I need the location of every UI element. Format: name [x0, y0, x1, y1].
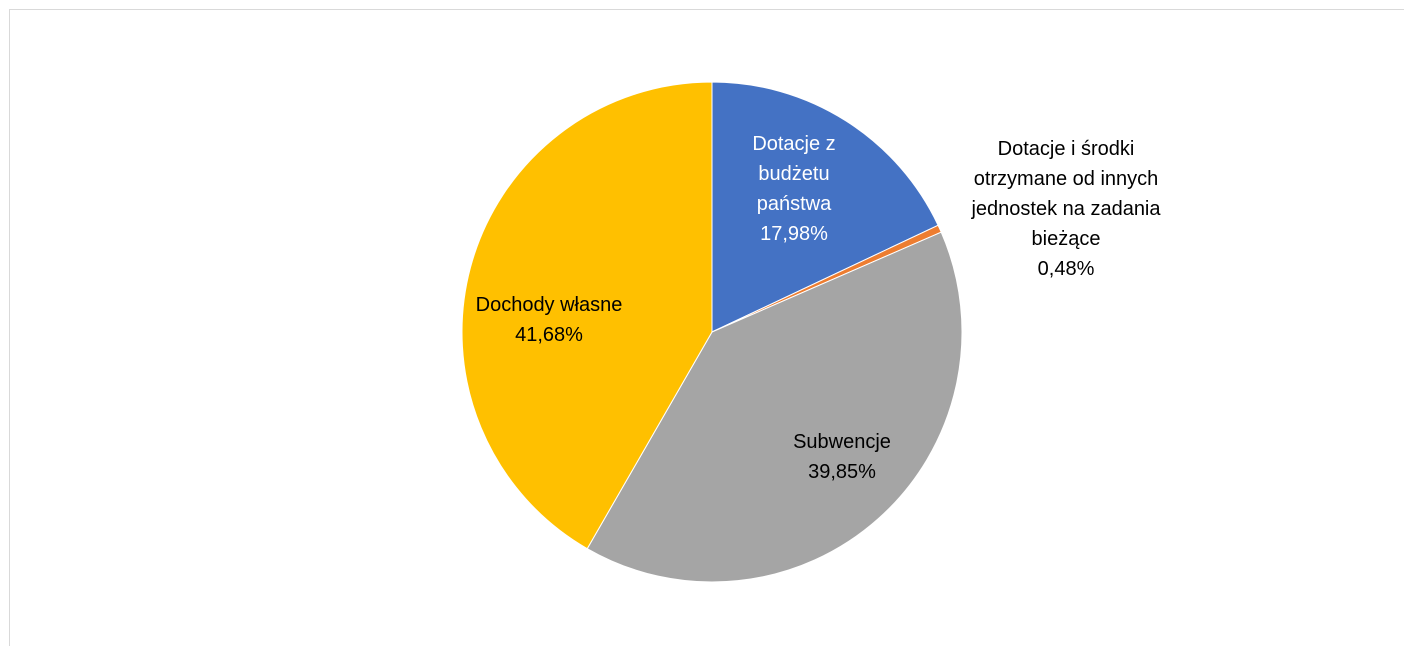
pie-slice-3 — [461, 81, 713, 550]
pie-slice-0 — [711, 81, 939, 333]
slice-name-line: budżetu — [758, 163, 829, 185]
slice-name-line: Dochody własne — [476, 294, 623, 316]
slice-value-label: 41,68% — [515, 324, 583, 346]
slice-value-label: 39,85% — [808, 461, 876, 483]
slice-name-line: otrzymane od innych — [974, 168, 1159, 190]
slice-label-1: Dotacje i środki otrzymane od innych jedno… — [970, 138, 1161, 280]
chart-area — [9, 9, 1404, 646]
slice-name-line: Subwencje — [793, 431, 891, 453]
slice-label-3: Dochody własne 41,68% — [476, 294, 623, 346]
slice-name-line: Dotacje z — [752, 133, 835, 155]
slice-name-line: jednostek na zadania — [970, 198, 1161, 220]
slice-value-label: 17,98% — [760, 223, 828, 245]
slice-name-line: bieżące — [1032, 228, 1101, 250]
slice-name-line: Dotacje i środki — [998, 138, 1135, 160]
slice-value-label: 0,48% — [1038, 258, 1095, 280]
slice-name-line: państwa — [757, 193, 832, 215]
pie-slice-2 — [586, 231, 963, 583]
slice-label-2: Subwencje 39,85% — [793, 431, 891, 483]
slice-label-0: Dotacje z budżetu państwa 17,98% — [752, 133, 835, 245]
